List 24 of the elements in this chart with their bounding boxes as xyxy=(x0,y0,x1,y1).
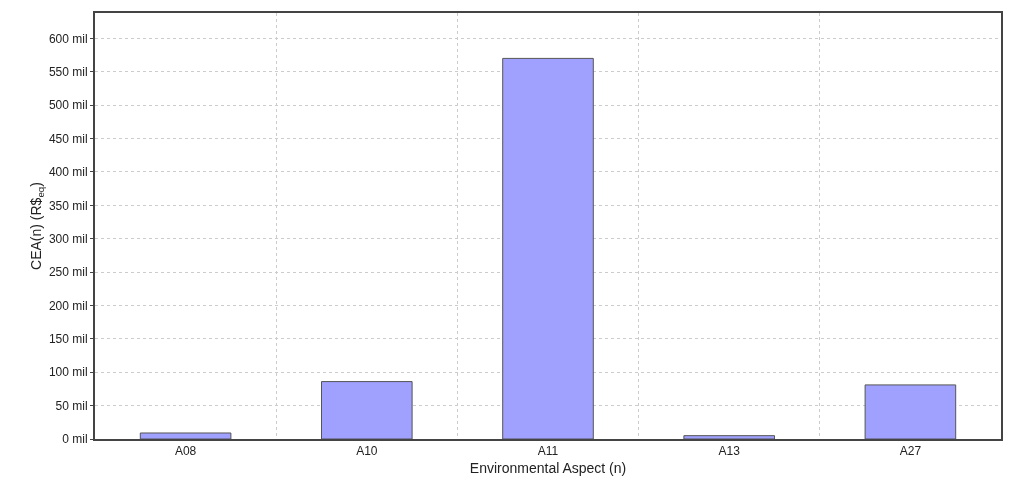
y-tick-label: 400 mil xyxy=(48,165,88,180)
y-tick-label: 450 mil xyxy=(48,131,88,146)
y-tick-label: 150 mil xyxy=(48,332,88,347)
bar xyxy=(502,57,594,439)
x-tick-label: A13 xyxy=(718,444,741,459)
x-axis-title: Environmental Aspect (n) xyxy=(469,460,627,477)
y-tick-label: 500 mil xyxy=(48,98,88,113)
x-tick-label: A08 xyxy=(174,444,197,459)
y-tick-label: 200 mil xyxy=(48,298,88,313)
y-tick-label: 50 mil xyxy=(55,398,88,413)
x-tick-label: A10 xyxy=(356,444,378,459)
y-tick-label: 100 mil xyxy=(48,365,88,380)
y-tick-label: 550 mil xyxy=(48,64,88,79)
y-tick-label: 350 mil xyxy=(48,198,88,213)
y-tick-label: 600 mil xyxy=(48,31,88,46)
x-tick-label: A27 xyxy=(899,444,922,459)
bar xyxy=(321,381,413,439)
y-tick-label: 250 mil xyxy=(48,265,88,280)
bar xyxy=(139,432,232,439)
bar xyxy=(864,384,957,439)
bar xyxy=(683,435,775,439)
y-tick-label: 0 mil xyxy=(62,432,88,447)
y-tick-label: 300 mil xyxy=(48,231,88,246)
x-tick-label: A11 xyxy=(537,444,559,459)
